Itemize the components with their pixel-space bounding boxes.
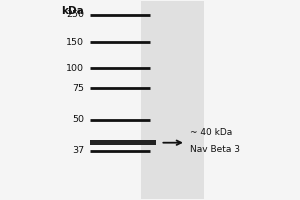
Text: 37: 37 xyxy=(72,146,84,155)
Text: ~ 40 kDa: ~ 40 kDa xyxy=(190,128,232,137)
Text: 50: 50 xyxy=(72,115,84,124)
Text: 100: 100 xyxy=(66,64,84,73)
Text: Nav Beta 3: Nav Beta 3 xyxy=(190,145,240,154)
Text: 75: 75 xyxy=(72,84,84,93)
Text: 150: 150 xyxy=(66,38,84,47)
Text: kDa: kDa xyxy=(61,6,84,16)
Bar xyxy=(141,1,204,199)
Bar xyxy=(90,140,156,145)
Text: 250: 250 xyxy=(66,10,84,19)
